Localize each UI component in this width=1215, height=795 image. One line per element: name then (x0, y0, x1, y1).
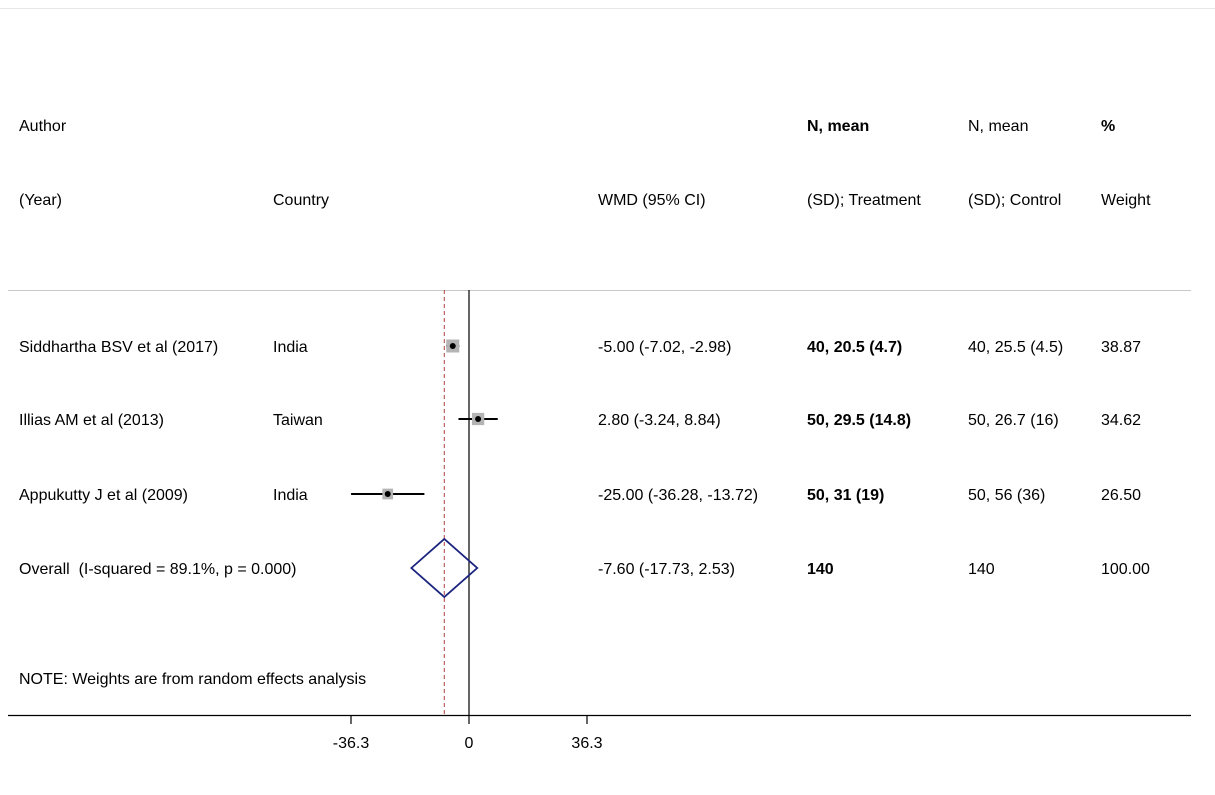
study-treatment-3: 50, 31 (19) (807, 487, 884, 504)
study-treatment-1: 40, 20.5 (4.7) (807, 339, 902, 356)
overall-weight: 100.00 (1101, 561, 1150, 578)
header-weight-2: Weight (1101, 192, 1151, 209)
study-country-1: India (273, 339, 308, 356)
point-estimate-2 (475, 416, 482, 422)
x-tick-label-pos: 36.3 (571, 735, 602, 752)
point-estimate-1 (449, 343, 456, 349)
study-author-1: Siddhartha BSV et al (2017) (19, 339, 218, 356)
study-ci-2: 2.80 (-3.24, 8.84) (598, 412, 721, 429)
header-wmd: WMD (95% CI) (598, 192, 706, 209)
header-author: Author (19, 118, 67, 135)
overall-ci: -7.60 (-17.73, 2.53) (598, 561, 735, 578)
study-treatment-2: 50, 29.5 (14.8) (807, 412, 911, 429)
header-country: Country (273, 192, 329, 209)
study-control-3: 50, 56 (36) (968, 487, 1045, 504)
study-weight-2: 34.62 (1101, 412, 1141, 429)
study-ci-3: -25.00 (-36.28, -13.72) (598, 487, 758, 504)
header-control-2: (SD); Control (968, 192, 1061, 209)
header-year: (Year) (19, 192, 62, 209)
header-treatment-2: (SD); Treatment (807, 192, 921, 209)
x-tick-label-neg: -36.3 (333, 735, 370, 752)
header-control-1: N, mean (968, 118, 1028, 135)
x-tick-label-zero: 0 (465, 735, 474, 752)
header-weight-1: % (1101, 118, 1115, 135)
study-control-2: 50, 26.7 (16) (968, 412, 1059, 429)
overall-control: 140 (968, 561, 995, 578)
study-country-3: India (273, 487, 308, 504)
study-country-2: Taiwan (273, 412, 323, 429)
study-author-2: Illias AM et al (2013) (19, 412, 164, 429)
study-ci-1: -5.00 (-7.02, -2.98) (598, 339, 731, 356)
study-author-3: Appukutty J et al (2009) (19, 487, 188, 504)
study-control-1: 40, 25.5 (4.5) (968, 339, 1063, 356)
overall-treatment: 140 (807, 561, 834, 578)
study-weight-3: 26.50 (1101, 487, 1141, 504)
note-text: NOTE: Weights are from random effects an… (19, 671, 366, 688)
overall-diamond (410, 537, 479, 599)
point-estimate-3 (384, 491, 391, 497)
study-weight-1: 38.87 (1101, 339, 1141, 356)
overall-label: Overall (I-squared = 89.1%, p = 0.000) (19, 561, 296, 578)
header-treatment-1: N, mean (807, 118, 869, 135)
